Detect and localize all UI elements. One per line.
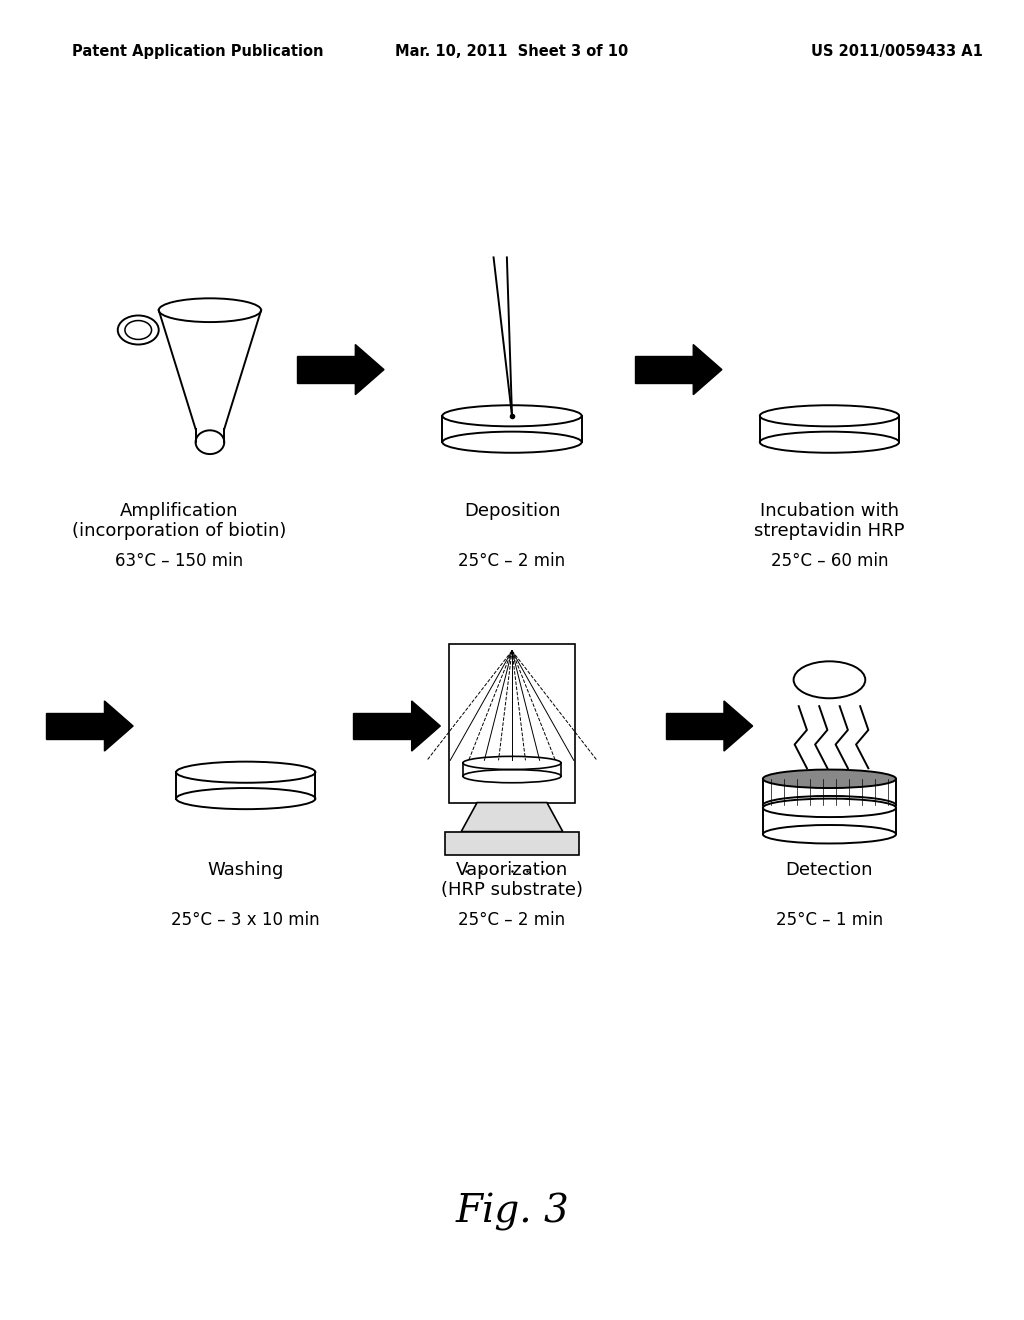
Text: Incubation with
streptavidin HRP: Incubation with streptavidin HRP <box>755 502 904 540</box>
Text: US 2011/0059433 A1: US 2011/0059433 A1 <box>811 44 983 58</box>
Text: 63°C – 150 min: 63°C – 150 min <box>115 552 244 570</box>
Text: Washing: Washing <box>208 861 284 879</box>
Text: Mar. 10, 2011  Sheet 3 of 10: Mar. 10, 2011 Sheet 3 of 10 <box>395 44 629 58</box>
Text: Fig. 3: Fig. 3 <box>455 1193 569 1230</box>
Text: 25°C – 2 min: 25°C – 2 min <box>459 911 565 929</box>
Text: 25°C – 1 min: 25°C – 1 min <box>776 911 883 929</box>
Polygon shape <box>353 713 412 739</box>
Text: 25°C – 3 x 10 min: 25°C – 3 x 10 min <box>171 911 321 929</box>
Polygon shape <box>46 713 104 739</box>
Polygon shape <box>445 832 579 855</box>
Polygon shape <box>724 701 753 751</box>
Polygon shape <box>693 345 722 395</box>
Polygon shape <box>355 345 384 395</box>
Polygon shape <box>104 701 133 751</box>
Ellipse shape <box>763 799 896 817</box>
Polygon shape <box>297 356 355 383</box>
Ellipse shape <box>763 770 896 788</box>
Text: 25°C – 60 min: 25°C – 60 min <box>771 552 888 570</box>
Polygon shape <box>412 701 440 751</box>
Text: Patent Application Publication: Patent Application Publication <box>72 44 324 58</box>
Polygon shape <box>461 803 563 832</box>
Text: Deposition: Deposition <box>464 502 560 520</box>
Text: Vaporization
(HRP substrate): Vaporization (HRP substrate) <box>441 861 583 899</box>
Text: 25°C – 2 min: 25°C – 2 min <box>459 552 565 570</box>
Text: Amplification
(incorporation of biotin): Amplification (incorporation of biotin) <box>72 502 287 540</box>
Polygon shape <box>666 713 724 739</box>
Polygon shape <box>635 356 693 383</box>
Text: Detection: Detection <box>785 861 873 879</box>
